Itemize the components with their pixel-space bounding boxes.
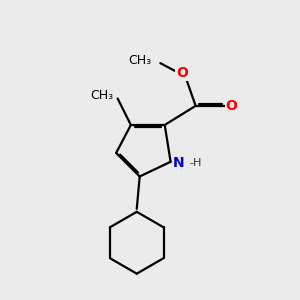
Text: CH₃: CH₃: [90, 89, 113, 102]
Text: O: O: [226, 99, 238, 113]
Text: CH₃: CH₃: [128, 54, 152, 67]
Text: O: O: [176, 66, 188, 80]
Text: N: N: [173, 156, 185, 170]
Text: -H: -H: [190, 158, 202, 168]
